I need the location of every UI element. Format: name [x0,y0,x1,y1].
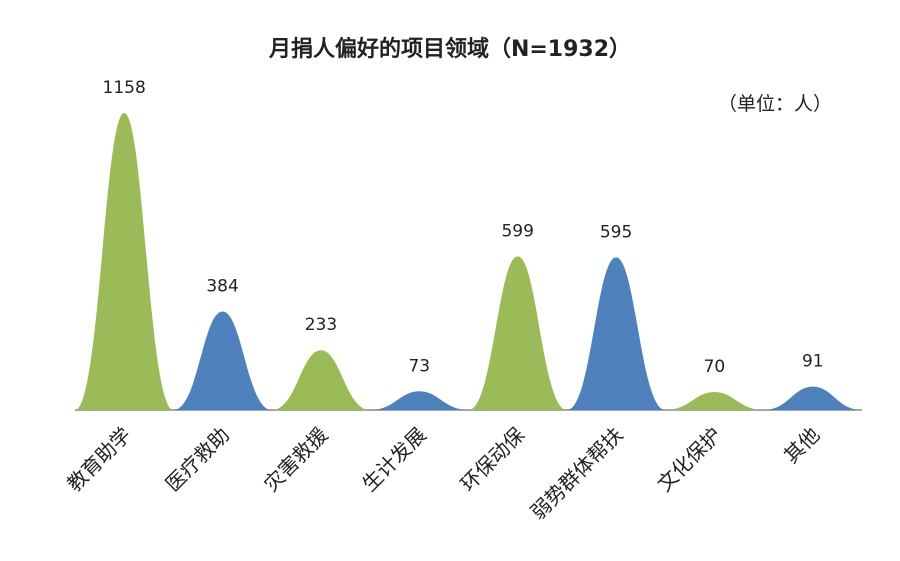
value-label: 599 [501,221,533,241]
peak [763,386,862,410]
x-tick-label: 教育助学 [62,423,136,497]
peak [271,350,371,410]
chart-title: 月捐人偏好的项目领域（N=1932） [268,36,631,62]
peak [75,113,174,410]
value-label: 595 [600,222,632,242]
x-tick-label: 文化保护 [652,423,726,497]
value-label: 70 [704,357,726,377]
x-tick-label: 弱势群体帮扶 [526,423,628,525]
peak [370,391,469,410]
peak [468,256,567,410]
peak [566,257,666,410]
x-tick-label: 灾害救援 [259,423,333,497]
x-tick-label: 环保动保 [456,423,530,497]
value-label: 91 [802,352,824,372]
x-tick-label: 其他 [779,423,824,468]
unit-note: （单位：人） [718,93,832,115]
x-tick-label: 生计发展 [357,423,431,497]
value-label: 1158 [103,78,146,98]
peak [173,311,272,410]
value-label: 73 [408,356,430,376]
value-label: 384 [206,277,238,297]
value-label: 233 [305,315,337,335]
x-tick-label: 医疗救助 [161,423,235,497]
peak [665,392,764,410]
